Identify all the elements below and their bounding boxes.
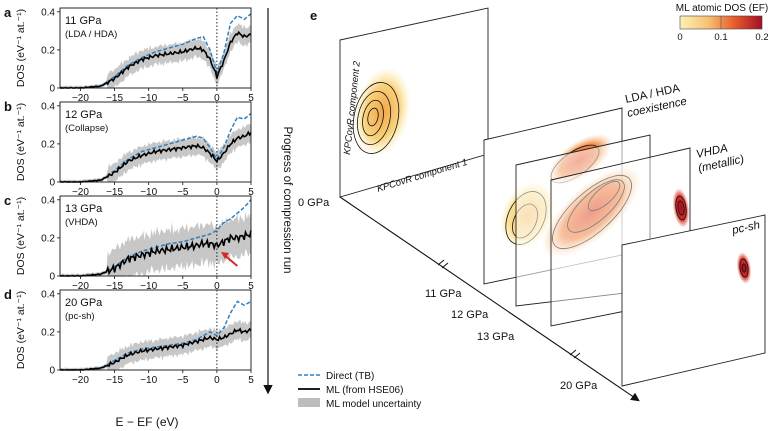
y-tick-label: 0.2 bbox=[41, 233, 55, 244]
dos-axes-frame bbox=[59, 7, 252, 89]
panel-subtitle: (Collapse) bbox=[65, 123, 108, 134]
dos-panel-d: −20 −15 −10 −5 0 5 0 0.2 0.4 d 20 GPa (pc-sh) DOS (e… bbox=[4, 287, 254, 386]
panel-label-c: c bbox=[4, 193, 11, 208]
x-tick-label: −10 bbox=[140, 93, 157, 104]
x-tick-label: −5 bbox=[177, 375, 189, 386]
legend-uncertainty-label: ML model uncertainty bbox=[326, 399, 421, 410]
dos-ml-line bbox=[59, 130, 252, 183]
axis-break-1 bbox=[437, 259, 449, 269]
colorbar-tick-1: 0.1 bbox=[714, 32, 727, 43]
x-tick-label: −10 bbox=[140, 187, 157, 198]
dos-uncertainty-band bbox=[60, 319, 251, 370]
progress-label: Progress of compression run bbox=[281, 126, 293, 273]
dos-panels: −20 −15 −10 −5 0 5 0 0.2 0.4 a 11 GPa (LDA / HDA) DO… bbox=[4, 5, 254, 386]
highlight-arrow-shaft bbox=[223, 254, 239, 267]
plane-0-gpa: KPCovR component 2 KPCovR component 1 bbox=[339, 7, 489, 198]
y-tick-label: 0.2 bbox=[41, 45, 55, 56]
dos-y-axis-label: DOS (eV⁻¹ at.⁻¹) bbox=[15, 291, 27, 369]
dos-panel-b: −20 −15 −10 −5 0 5 0 0.2 0.4 b 12 GPa (Collapse) DOS… bbox=[4, 99, 254, 198]
x-tick-label: 5 bbox=[248, 281, 254, 292]
dos-uncertainty-band bbox=[60, 209, 251, 276]
colorbar-title: ML atomic DOS (EF) bbox=[676, 3, 768, 14]
pressure-label-12: 12 GPa bbox=[451, 309, 489, 321]
y-tick-label: 0.4 bbox=[41, 7, 55, 18]
dos-axes-frame bbox=[59, 195, 252, 277]
colorbar-tick-0: 0 bbox=[677, 32, 682, 43]
panel-title: 12 GPa bbox=[65, 109, 103, 121]
y-tick-label: 0.2 bbox=[41, 139, 55, 150]
y-tick-label: 0 bbox=[49, 272, 55, 283]
dos-panel-c: −20 −15 −10 −5 0 5 0 0.2 0.4 c 13 GPa (VHDA) DOS (eV… bbox=[4, 193, 254, 292]
x-tick-label: −15 bbox=[106, 281, 123, 292]
x-tick-label: −20 bbox=[72, 375, 89, 386]
highlight-arrow-head bbox=[220, 252, 229, 259]
x-tick-label: 0 bbox=[214, 187, 220, 198]
panel-title: 11 GPa bbox=[65, 15, 102, 27]
panel-title: 13 GPa bbox=[65, 203, 103, 215]
dos-y-axis-label: DOS (eV⁻¹ at.⁻¹) bbox=[15, 9, 27, 87]
y-tick-label: 0.2 bbox=[41, 327, 55, 338]
x-tick-label: 0 bbox=[214, 375, 220, 386]
panel-subtitle: (VHDA) bbox=[65, 217, 98, 228]
dos-y-axis-label: DOS (eV⁻¹ at.⁻¹) bbox=[15, 197, 27, 275]
dos-ml-line bbox=[59, 327, 252, 371]
legend-uncertainty-swatch bbox=[298, 398, 320, 407]
plane-20-gpa: pc-sh bbox=[621, 214, 766, 387]
colorbar: ML atomic DOS (EF) 0 0.1 0.2 bbox=[676, 3, 768, 43]
y-tick-label: 0.4 bbox=[41, 101, 55, 112]
y-tick-label: 0.4 bbox=[41, 289, 55, 300]
legend: Direct (TB) ML (from HSE06) ML model unc… bbox=[298, 371, 421, 410]
legend-ml-label: ML (from HSE06) bbox=[326, 385, 403, 396]
pressure-label-0: 0 GPa bbox=[298, 197, 330, 209]
progress-arrow: Progress of compression run bbox=[263, 8, 293, 395]
dos-y-axis-label: DOS (eV⁻¹ at.⁻¹) bbox=[15, 103, 27, 181]
x-tick-label: −5 bbox=[177, 93, 189, 104]
x-tick-label: 5 bbox=[248, 187, 254, 198]
panel-e: e ML atomic DOS (EF) 0 0.1 0.2 0 GPa 11 … bbox=[298, 3, 768, 402]
panel-subtitle: (LDA / HDA) bbox=[65, 29, 117, 40]
x-tick-label: 5 bbox=[248, 375, 254, 386]
x-tick-label: −15 bbox=[106, 187, 123, 198]
pressure-label-20: 20 GPa bbox=[560, 380, 598, 392]
legend-direct-label: Direct (TB) bbox=[326, 371, 374, 382]
x-tick-label: −10 bbox=[140, 375, 157, 386]
plane-12-gpa bbox=[515, 134, 651, 307]
axis-break-2 bbox=[569, 349, 581, 359]
y-tick-label: 0 bbox=[49, 178, 55, 189]
x-tick-label: −5 bbox=[177, 187, 189, 198]
dos-panel-a: −20 −15 −10 −5 0 5 0 0.2 0.4 a 11 GPa (LDA / HDA) DO… bbox=[4, 5, 254, 104]
x-tick-label: −5 bbox=[177, 281, 189, 292]
x-tick-label: −15 bbox=[106, 375, 123, 386]
dos-x-axis-label: E − EF (eV) bbox=[115, 415, 178, 429]
dos-axes-frame bbox=[59, 289, 252, 371]
panel-title: 20 GPa bbox=[65, 297, 103, 309]
x-tick-label: 0 bbox=[214, 93, 220, 104]
pressure-label-11: 11 GPa bbox=[425, 288, 462, 300]
colorbar-tick-2: 0.2 bbox=[755, 32, 768, 43]
dos-ml-line bbox=[60, 229, 252, 277]
dos-axes-frame bbox=[59, 101, 252, 183]
dos-ml-line bbox=[59, 30, 252, 89]
panel-label-d: d bbox=[4, 287, 12, 302]
annotation-pc-sh: pc-sh bbox=[730, 219, 761, 237]
y-tick-label: 0 bbox=[49, 366, 55, 377]
panel-label-a: a bbox=[4, 5, 12, 20]
panel-label-e: e bbox=[310, 8, 317, 23]
panel-subtitle: (pc-sh) bbox=[65, 311, 95, 322]
panel-label-b: b bbox=[4, 99, 12, 114]
x-tick-label: −15 bbox=[106, 93, 123, 104]
x-tick-label: −20 bbox=[72, 93, 89, 104]
x-tick-label: −20 bbox=[72, 281, 89, 292]
pressure-label-13: 13 GPa bbox=[477, 331, 515, 343]
x-tick-label: 0 bbox=[214, 281, 220, 292]
pressure-axis bbox=[339, 196, 640, 402]
y-tick-label: 0.4 bbox=[41, 195, 55, 206]
x-tick-label: −20 bbox=[72, 187, 89, 198]
y-tick-label: 0 bbox=[49, 84, 55, 95]
x-tick-label: 5 bbox=[248, 93, 254, 104]
x-tick-label: −10 bbox=[140, 281, 157, 292]
